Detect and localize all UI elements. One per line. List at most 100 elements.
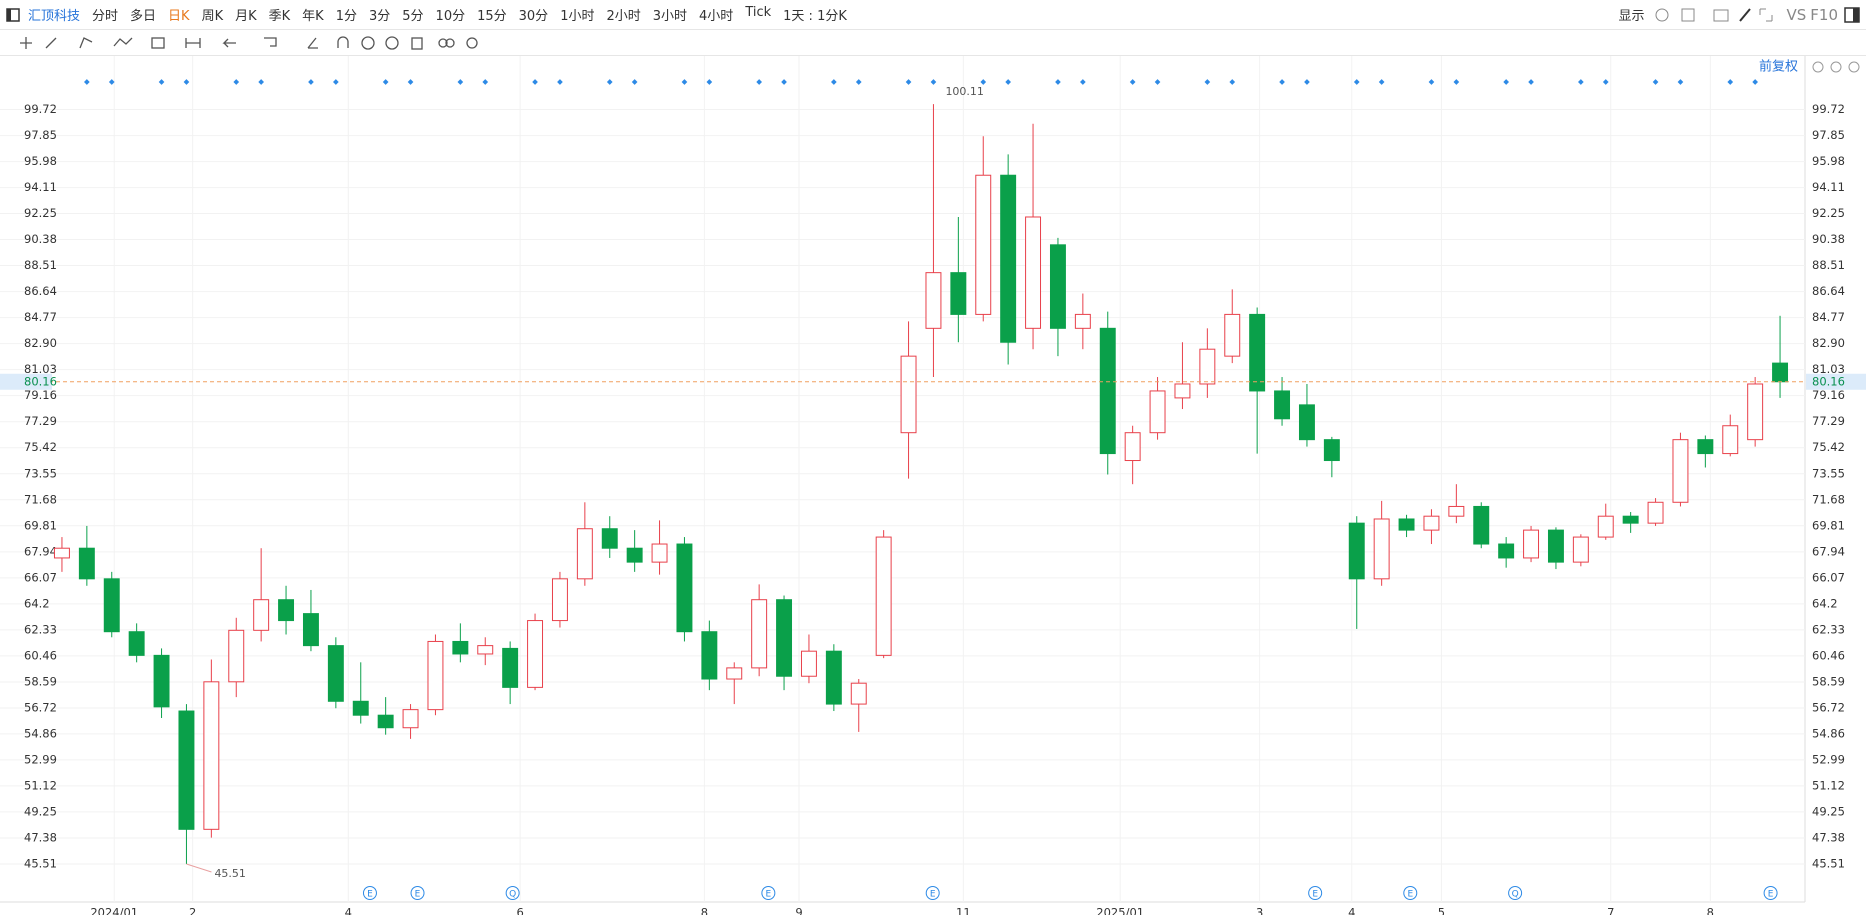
candle-body — [751, 599, 768, 669]
y-tick-label: 86.64 — [24, 284, 57, 298]
period-tab[interactable]: 1小时 — [560, 9, 595, 24]
sidebar-icon[interactable] — [6, 7, 20, 22]
y-tick-label: 67.94 — [24, 544, 57, 558]
period-tab[interactable]: 5分 — [402, 9, 424, 24]
zoom-icons — [1812, 61, 1860, 73]
candle-body — [153, 654, 170, 708]
candle-body — [1249, 313, 1266, 392]
news-dot — [382, 79, 389, 85]
news-dot — [532, 79, 538, 85]
event-marker — [1763, 886, 1778, 900]
news-dot — [1453, 79, 1460, 85]
news-dot — [158, 79, 165, 85]
vs-button[interactable]: VS — [1786, 5, 1807, 24]
y-tick-label: 99.72 — [24, 102, 57, 116]
period-tab[interactable]: 周K — [201, 9, 224, 24]
display-button[interactable]: 显示 — [1618, 9, 1645, 24]
candle-body — [1074, 313, 1091, 329]
news-dot — [905, 79, 912, 85]
y-tick-label-right: 56.72 — [1812, 700, 1845, 714]
news-dot — [1055, 79, 1061, 85]
news-dot — [1602, 79, 1609, 85]
x-tick-label: 4 — [345, 906, 352, 915]
event-label: E — [415, 890, 421, 900]
period-tab[interactable]: 10分 — [435, 9, 466, 24]
x-tick-label: 2 — [189, 906, 196, 915]
event-marker — [925, 886, 940, 900]
event-label: E — [766, 890, 772, 900]
candle-body — [1323, 439, 1340, 462]
y-tick-label-right: 95.98 — [1812, 154, 1845, 168]
y-tick-label: 45.51 — [24, 856, 57, 870]
candle-body — [228, 629, 245, 683]
candle-body — [53, 547, 70, 559]
period-tab[interactable]: 15分 — [477, 9, 507, 24]
y-tick-label-right: 81.03 — [1812, 362, 1845, 376]
y-tick-label: 58.59 — [24, 674, 57, 688]
adjust-label[interactable]: 前复权 — [1759, 59, 1798, 75]
y-tick-label-right: 62.33 — [1812, 622, 1845, 636]
y-tick-label: 69.81 — [24, 518, 57, 532]
panel-icon[interactable] — [1842, 5, 1862, 25]
period-toolbar: 汇顶科技 分时 多日 日K 周K 月K 季K 年K 1分 3分 5分 10分 15分 30分 1小时 2小时… — [0, 0, 1866, 30]
y-tick-label-right: 82.90 — [1812, 336, 1845, 350]
period-tab[interactable]: 年K — [302, 9, 324, 24]
candle-body — [377, 714, 394, 729]
news-dot — [1279, 79, 1285, 85]
period-tab[interactable]: 分时 — [92, 9, 119, 24]
stock-name[interactable]: 汇顶科技 — [28, 9, 81, 24]
news-dot — [681, 79, 688, 85]
period-tab[interactable]: 季K — [268, 9, 291, 24]
period-tab[interactable]: 30分 — [518, 9, 549, 24]
candle-body — [1124, 432, 1141, 462]
news-dot — [233, 79, 240, 85]
news-dot — [482, 79, 489, 85]
candle-body — [1000, 174, 1017, 343]
y-tick-label-right: 45.51 — [1812, 856, 1845, 870]
y-tick-label-right: 67.94 — [1812, 544, 1845, 558]
toolbar-icons — [1655, 7, 1773, 22]
candle-body — [103, 578, 120, 633]
news-dot — [1378, 79, 1385, 85]
y-tick-label-right: 64.2 — [1812, 596, 1838, 610]
period-tab[interactable]: 1天 : 1分K — [783, 9, 847, 24]
news-dot — [706, 79, 713, 85]
event-label: Q — [1512, 890, 1519, 900]
drawing-toolbar — [0, 30, 1866, 56]
candle-body — [701, 631, 718, 680]
y-tick-label: 94.11 — [24, 180, 57, 194]
candle-body — [850, 682, 867, 705]
y-tick-label-right: 90.38 — [1812, 232, 1845, 246]
period-tab[interactable]: 3小时 — [652, 9, 688, 24]
candle-body — [527, 620, 544, 688]
period-tab[interactable]: 多日 — [130, 9, 157, 24]
candle-body — [651, 543, 668, 563]
period-tab[interactable]: 1分 — [335, 9, 357, 24]
period-tab[interactable]: 2小时 — [606, 9, 641, 24]
news-dot — [1204, 79, 1211, 85]
news-dot — [1129, 79, 1136, 85]
y-tick-label: 75.42 — [24, 440, 57, 454]
y-tick-label: 97.85 — [24, 128, 57, 142]
candle-body — [1547, 529, 1564, 563]
event-label: Q — [509, 890, 516, 900]
y-tick-label: 71.68 — [24, 492, 57, 506]
period-tab[interactable]: 4小时 — [699, 9, 734, 24]
f10-button[interactable]: F10 — [1810, 5, 1838, 24]
period-tab[interactable]: 3分 — [368, 9, 391, 24]
y-tick-label: 64.2 — [24, 596, 50, 610]
y-tick-label: 92.25 — [24, 206, 57, 220]
y-tick-label: 54.86 — [24, 726, 57, 740]
news-dot — [1677, 79, 1684, 85]
event-label: E — [1768, 890, 1774, 900]
x-tick-label: 7 — [1607, 906, 1614, 915]
period-tab[interactable]: 日K — [168, 9, 190, 24]
period-tab[interactable]: Tick — [745, 5, 772, 20]
candle-body — [1747, 383, 1764, 441]
candle-body — [1622, 515, 1639, 524]
candle-body — [1025, 216, 1042, 329]
news-dot — [1005, 79, 1011, 85]
candle-body — [1373, 518, 1390, 580]
candle-body — [551, 578, 568, 622]
period-tab[interactable]: 月K — [235, 9, 257, 24]
